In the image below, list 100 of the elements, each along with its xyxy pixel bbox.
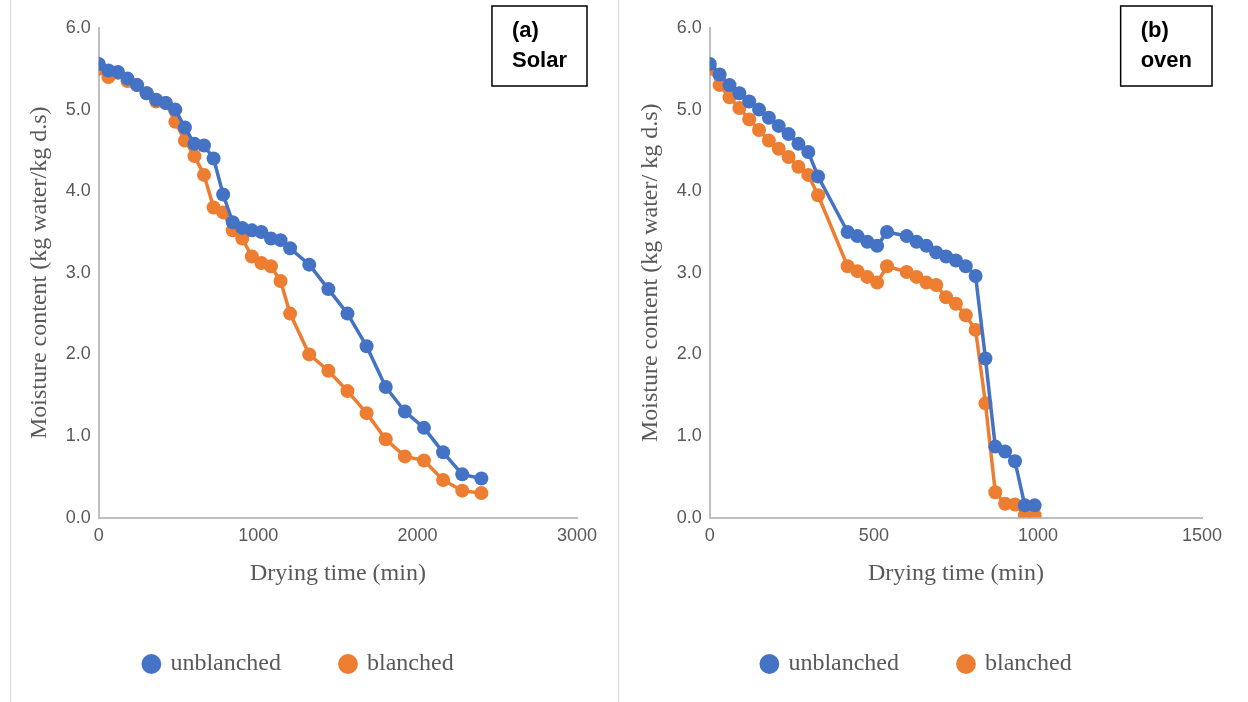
- point: [216, 187, 231, 202]
- y-tick-label: 4.0: [65, 180, 91, 201]
- point: [359, 406, 374, 421]
- point: [197, 167, 212, 182]
- point: [712, 67, 727, 82]
- x-axis-title: Drying time (min): [867, 558, 1044, 585]
- point: [197, 138, 212, 153]
- y-tick-label: 2.0: [676, 343, 702, 364]
- point: [1027, 498, 1042, 513]
- point: [752, 102, 767, 117]
- point: [919, 238, 934, 253]
- point: [939, 290, 954, 305]
- y-tick-label: 5.0: [65, 98, 91, 119]
- point: [416, 453, 431, 468]
- point: [761, 110, 776, 125]
- y-tick-label: 1.0: [65, 424, 91, 445]
- point: [1007, 454, 1022, 469]
- point: [948, 296, 963, 311]
- point: [978, 351, 993, 366]
- point: [781, 149, 796, 164]
- point: [968, 269, 983, 284]
- point: [206, 151, 221, 166]
- point: [791, 136, 806, 151]
- point: [732, 100, 747, 115]
- point: [397, 449, 412, 464]
- point: [801, 145, 816, 160]
- point: [321, 282, 336, 297]
- y-tick-label: 0.0: [676, 506, 702, 527]
- legend-label: unblanched: [788, 649, 899, 676]
- point: [168, 102, 183, 117]
- point: [474, 471, 489, 486]
- point: [187, 149, 202, 164]
- legend-label: blanched: [985, 649, 1072, 676]
- x-tick-label: 3000: [556, 525, 598, 546]
- point: [436, 473, 451, 488]
- point: [474, 486, 489, 501]
- y-tick-label: 4.0: [676, 180, 702, 201]
- point: [742, 112, 757, 127]
- point: [732, 86, 747, 101]
- point: [761, 133, 776, 148]
- point: [177, 120, 192, 135]
- point: [321, 363, 336, 378]
- point: [455, 467, 470, 482]
- y-tick-label: 6.0: [676, 16, 702, 37]
- point: [811, 188, 826, 203]
- point: [752, 123, 767, 137]
- x-tick-label: 0: [93, 525, 104, 546]
- point: [998, 444, 1013, 459]
- point: [455, 483, 470, 498]
- x-tick-label: 2000: [397, 525, 438, 546]
- point: [273, 273, 288, 288]
- y-tick-label: 2.0: [65, 343, 91, 364]
- point: [254, 225, 269, 239]
- point: [899, 229, 914, 244]
- point: [283, 306, 298, 321]
- y-tick-label: 6.0: [65, 16, 91, 37]
- x-axis-title: Drying time (min): [249, 558, 426, 585]
- annotation: (b) oven: [1140, 17, 1193, 73]
- point: [870, 275, 885, 290]
- point: [273, 233, 288, 248]
- y-axis-title: Moisture content (kg water/ kg d.s): [635, 103, 662, 443]
- point: [929, 278, 944, 293]
- point: [880, 259, 895, 274]
- point: [958, 308, 973, 323]
- point: [302, 347, 317, 362]
- x-tick-label: 0: [704, 525, 715, 546]
- legend-label: unblanched: [170, 649, 281, 676]
- legend-label: blanched: [367, 649, 454, 676]
- x-tick-label: 1000: [1017, 525, 1058, 546]
- point: [811, 169, 826, 184]
- point: [791, 159, 806, 174]
- point: [244, 249, 259, 264]
- y-tick-label: 3.0: [65, 261, 91, 282]
- x-tick-label: 500: [858, 525, 889, 546]
- point: [722, 78, 737, 93]
- point: [340, 384, 355, 399]
- point: [397, 404, 412, 419]
- point: [850, 229, 865, 244]
- point: [781, 127, 796, 142]
- point: [378, 432, 393, 447]
- point: [302, 257, 317, 272]
- x-tick-label: 1000: [238, 525, 279, 546]
- point: [988, 485, 1003, 500]
- annotation: (a) Solar: [511, 17, 568, 73]
- y-tick-label: 1.0: [676, 424, 702, 445]
- point: [958, 259, 973, 274]
- y-tick-label: 0.0: [65, 506, 91, 527]
- y-axis-title: Moisture content (kg water/kg d.s): [24, 106, 51, 440]
- point: [870, 238, 885, 253]
- y-tick-label: 5.0: [676, 98, 702, 119]
- point: [416, 420, 431, 435]
- point: [378, 380, 393, 395]
- point: [340, 306, 355, 321]
- x-tick-label: 1500: [1181, 525, 1223, 546]
- point: [283, 241, 298, 256]
- point: [263, 259, 278, 274]
- point: [860, 269, 875, 284]
- point: [436, 445, 451, 460]
- point: [742, 94, 757, 109]
- point: [771, 141, 786, 156]
